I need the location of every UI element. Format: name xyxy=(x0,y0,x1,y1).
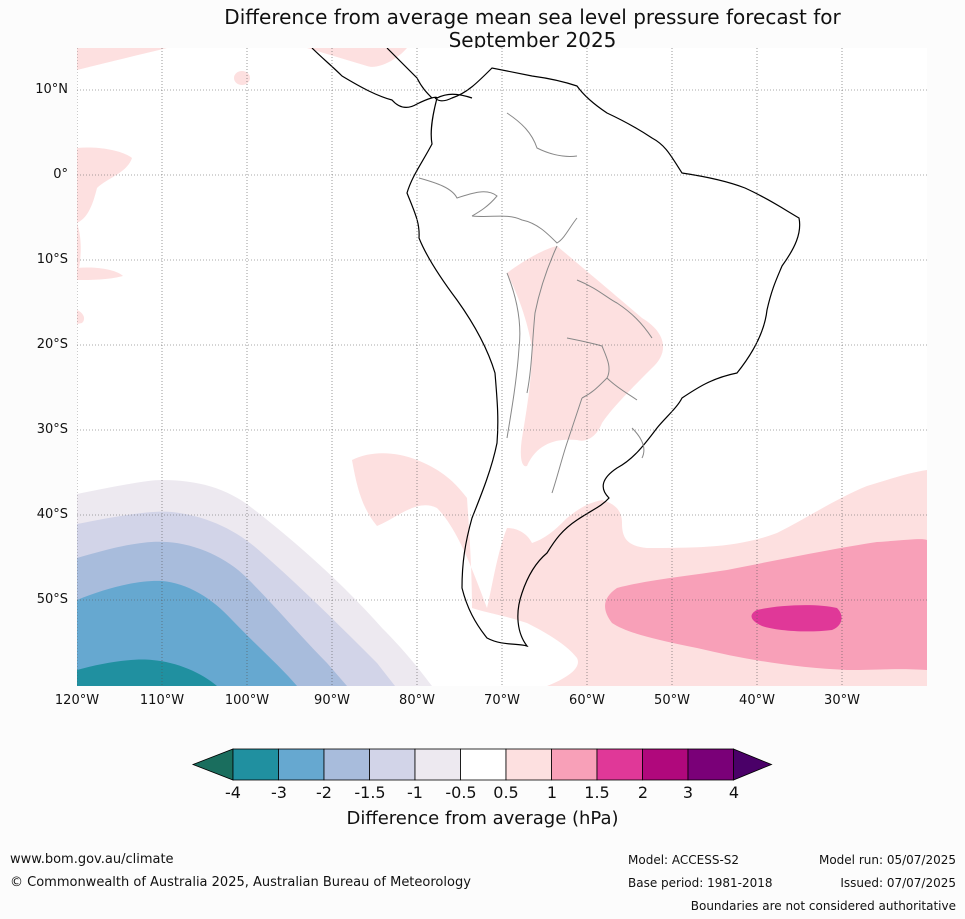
colorbar-swatch xyxy=(687,748,734,781)
pressure-anomaly-map xyxy=(77,48,927,686)
colorbar-tick: 2 xyxy=(637,783,649,802)
colorbar-label: Difference from average (hPa) xyxy=(346,808,619,829)
strong-positive-anomaly-region xyxy=(605,539,927,670)
lat-label: 30°S xyxy=(36,422,68,437)
boundary-disclaimer: Boundaries are not considered authoritat… xyxy=(690,899,956,913)
lat-label: 10°N xyxy=(35,82,68,97)
colorbar-swatch xyxy=(278,748,325,781)
colorbar-tick: -4 xyxy=(225,783,241,802)
lat-label: 40°S xyxy=(36,507,68,522)
colorbar-swatch xyxy=(551,748,598,781)
colorbar-swatch xyxy=(369,748,416,781)
country-borders xyxy=(418,112,653,494)
lon-label: 40°W xyxy=(739,693,775,708)
colorbar-tick: 4 xyxy=(728,783,740,802)
colorbar-max-arrow xyxy=(733,748,773,781)
colorbar-tick: 1.5 xyxy=(584,783,610,802)
lon-label: 90°W xyxy=(314,693,350,708)
lon-label: 80°W xyxy=(399,693,435,708)
map-title-line1: Difference from average mean sea level p… xyxy=(224,5,841,29)
lat-label: 10°S xyxy=(36,252,68,267)
negative-anomaly-region xyxy=(77,480,432,686)
colorbar-swatch xyxy=(232,748,279,781)
lat-label: 50°S xyxy=(36,592,68,607)
colorbar-swatch xyxy=(414,748,461,781)
model-run: Model run: 05/07/2025 xyxy=(818,853,956,867)
lon-label: 100°W xyxy=(224,693,270,708)
lat-label: 20°S xyxy=(36,337,68,352)
lon-label: 70°W xyxy=(484,693,520,708)
colorbar-tick: 3 xyxy=(682,783,694,802)
colorbar-swatch xyxy=(505,748,552,781)
issued-date: Issued: 07/07/2025 xyxy=(840,876,956,890)
colorbar-tick: -3 xyxy=(271,783,287,802)
lon-label: 50°W xyxy=(654,693,690,708)
colorbar-tick: -1 xyxy=(407,783,423,802)
lon-label: 60°W xyxy=(569,693,605,708)
colorbar-swatch xyxy=(323,748,370,781)
colorbar-tick: -2 xyxy=(316,783,332,802)
colorbar-tick: -0.5 xyxy=(445,783,477,802)
colorbar-min-arrow xyxy=(191,748,234,781)
source-url: www.bom.gov.au/climate xyxy=(10,852,174,867)
base-period: Base period: 1981-2018 xyxy=(628,876,773,890)
lon-label: 110°W xyxy=(139,693,185,708)
colorbar-tick: 1 xyxy=(546,783,558,802)
lon-label: 30°W xyxy=(824,693,860,708)
graticule xyxy=(77,48,927,686)
model-name: Model: ACCESS-S2 xyxy=(628,853,740,867)
colorbar-swatch xyxy=(460,748,507,781)
colorbar-tick: 0.5 xyxy=(493,783,519,802)
colorbar xyxy=(191,748,773,781)
colorbar-swatch xyxy=(596,748,643,781)
lat-label: 0° xyxy=(53,167,68,182)
lon-label: 120°W xyxy=(54,693,100,708)
colorbar-tick: -1.5 xyxy=(354,783,386,802)
colorbar-swatch xyxy=(642,748,689,781)
copyright: © Commonwealth of Australia 2025, Austra… xyxy=(10,875,471,890)
